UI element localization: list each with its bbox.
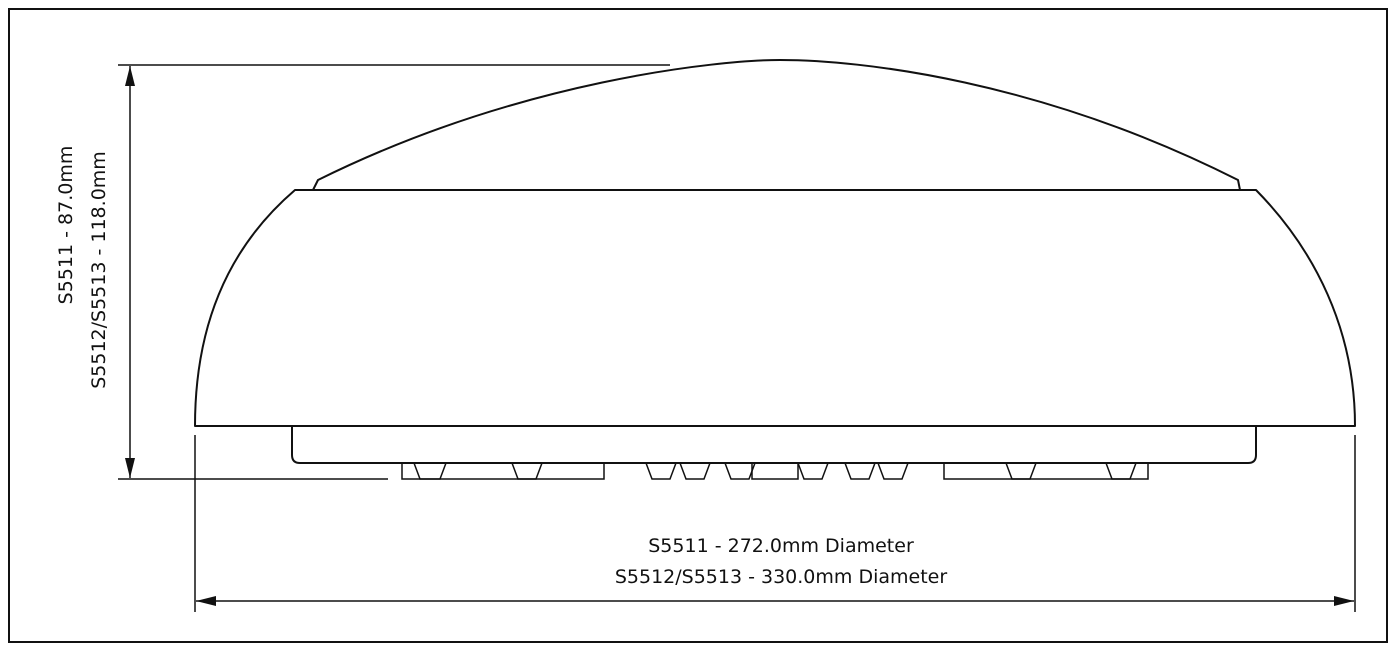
connector-block bbox=[751, 462, 799, 480]
height-label-line2: S5512/S5513 - 118.0mm bbox=[88, 151, 110, 389]
foot bbox=[679, 462, 711, 480]
foot bbox=[413, 462, 447, 480]
connector-strip-left bbox=[401, 462, 605, 480]
foot bbox=[797, 462, 829, 480]
foot bbox=[844, 462, 876, 480]
base-plate bbox=[291, 426, 1257, 464]
foot bbox=[877, 462, 909, 480]
base-connectors bbox=[401, 462, 1149, 480]
dome-top bbox=[312, 59, 1241, 191]
body-shell bbox=[194, 189, 1356, 427]
foot bbox=[1105, 462, 1137, 480]
drawing-frame bbox=[8, 8, 1388, 643]
diameter-label-line1: S5511 - 272.0mm Diameter bbox=[648, 535, 914, 557]
foot bbox=[511, 462, 543, 480]
foot bbox=[1005, 462, 1037, 480]
diameter-label-line2: S5512/S5513 - 330.0mm Diameter bbox=[615, 566, 948, 588]
connector-strip-right bbox=[943, 462, 1149, 480]
foot bbox=[645, 462, 677, 480]
foot bbox=[724, 462, 756, 480]
height-label-line1: S5511 - 87.0mm bbox=[55, 146, 77, 305]
